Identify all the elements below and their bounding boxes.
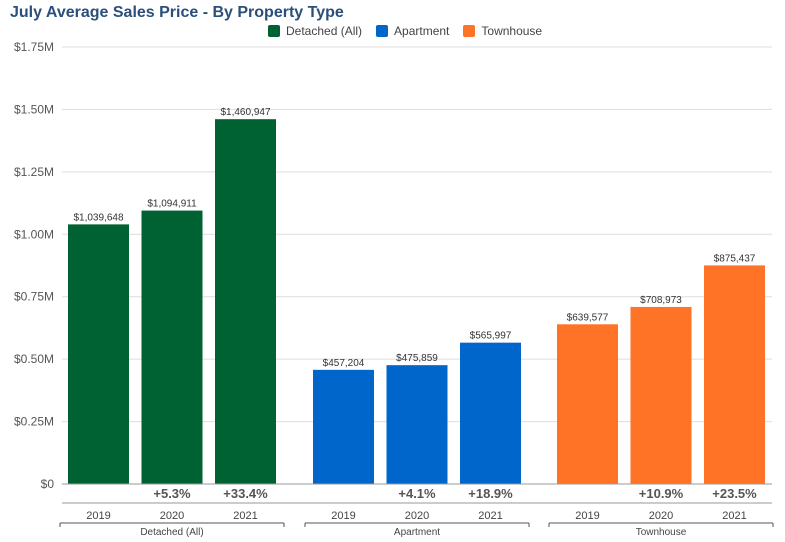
bar-value-label: $1,460,947 xyxy=(220,107,270,118)
x-tick-label: 2019 xyxy=(575,510,599,522)
legend-label-apartment: Apartment xyxy=(394,24,450,38)
y-tick-label: $0.75M xyxy=(14,290,54,304)
y-tick-label: $1.00M xyxy=(14,227,54,241)
bar[interactable] xyxy=(313,369,374,484)
bar-value-label: $708,973 xyxy=(640,295,682,306)
x-tick-label: 2021 xyxy=(478,510,502,522)
legend-swatch-townhouse xyxy=(463,25,476,37)
bar-value-label: $875,437 xyxy=(714,253,756,264)
y-tick-label: $1.25M xyxy=(14,165,54,179)
bar-value-label: $457,204 xyxy=(323,358,365,369)
y-tick-label: $1.75M xyxy=(14,40,54,54)
bar[interactable] xyxy=(460,342,521,484)
x-tick-label: 2020 xyxy=(649,510,673,522)
y-tick-label: $0 xyxy=(41,477,55,491)
x-tick-label: 2020 xyxy=(160,510,184,522)
y-tick-label: $0.25M xyxy=(14,415,54,429)
legend-item-apartment[interactable]: Apartment xyxy=(376,24,449,38)
x-tick-label: 2021 xyxy=(233,510,257,522)
y-tick-label: $0.50M xyxy=(14,352,54,366)
bar[interactable] xyxy=(386,365,448,484)
x-tick-label: 2020 xyxy=(405,510,429,522)
bar-value-label: $1,094,911 xyxy=(147,199,197,210)
bar-value-label: $565,997 xyxy=(470,331,512,342)
bar[interactable] xyxy=(557,324,618,484)
x-tick-label: 2021 xyxy=(722,510,746,522)
legend-label-detached: Detached (All) xyxy=(286,24,363,38)
category-label: Detached (All) xyxy=(140,527,203,538)
category-label: Townhouse xyxy=(636,527,687,538)
bar[interactable] xyxy=(141,210,203,484)
category-label: Apartment xyxy=(394,527,440,538)
change-label: +5.3% xyxy=(153,486,191,501)
change-label: +4.1% xyxy=(398,486,436,501)
x-tick-label: 2019 xyxy=(86,510,110,522)
x-tick-label: 2019 xyxy=(331,510,355,522)
change-label: +33.4% xyxy=(223,486,268,501)
legend-item-townhouse[interactable]: Townhouse xyxy=(463,24,542,38)
bar[interactable] xyxy=(68,224,129,484)
bar[interactable] xyxy=(630,306,692,484)
bar[interactable] xyxy=(704,265,765,484)
bar-value-label: $475,859 xyxy=(396,353,438,364)
change-label: +23.5% xyxy=(712,486,757,501)
change-label: +18.9% xyxy=(468,486,513,501)
legend-swatch-apartment xyxy=(376,25,389,37)
y-tick-label: $1.50M xyxy=(14,102,54,116)
bar-value-label: $639,577 xyxy=(567,312,609,323)
chart-title: July Average Sales Price - By Property T… xyxy=(10,4,344,21)
bar[interactable] xyxy=(215,119,276,484)
legend-label-townhouse: Townhouse xyxy=(481,24,543,38)
chart-legend: Detached (All) Apartment Townhouse xyxy=(268,24,542,38)
legend-swatch-detached xyxy=(268,25,280,37)
bar-value-label: $1,039,648 xyxy=(73,212,123,223)
change-label: +10.9% xyxy=(639,486,684,501)
legend-item-detached[interactable]: Detached (All) xyxy=(268,24,362,38)
